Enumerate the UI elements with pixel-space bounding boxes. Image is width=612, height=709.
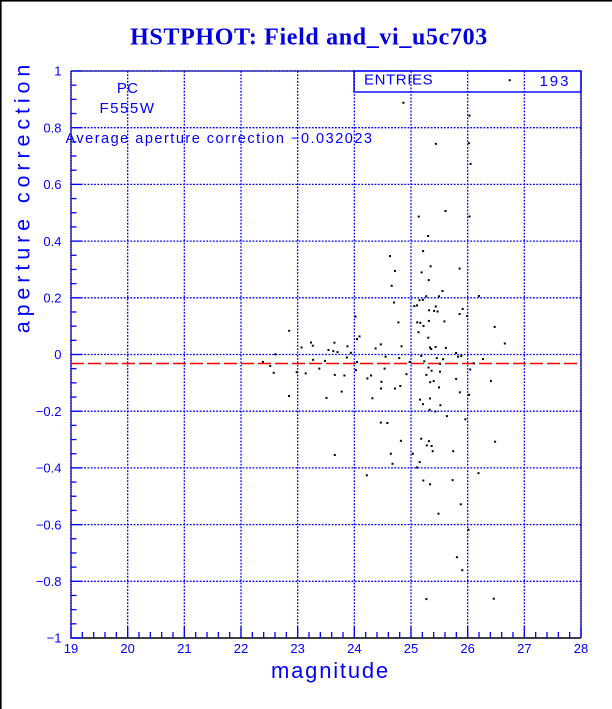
svg-text:23: 23 <box>290 641 304 656</box>
svg-text:20: 20 <box>120 641 134 656</box>
svg-text:25: 25 <box>404 641 418 656</box>
svg-text:HSTPHOT: Field and_vi_u5c703: HSTPHOT: Field and_vi_u5c703 <box>130 25 488 51</box>
svg-text:−0.6: −0.6 <box>36 517 62 532</box>
svg-text:ENTRIES: ENTRIES <box>364 72 433 89</box>
svg-text:193: 193 <box>539 73 570 90</box>
svg-text:28: 28 <box>574 641 588 656</box>
svg-text:magnitude: magnitude <box>271 658 390 683</box>
svg-text:Average aperture correction −0: Average aperture correction −0.032023 <box>66 131 374 147</box>
svg-text:0.8: 0.8 <box>43 120 61 135</box>
svg-text:0.6: 0.6 <box>43 177 61 192</box>
svg-text:26: 26 <box>460 641 474 656</box>
svg-text:PC: PC <box>117 80 138 97</box>
svg-text:24: 24 <box>347 641 361 656</box>
svg-text:F555W: F555W <box>99 100 155 117</box>
svg-text:19: 19 <box>64 641 78 656</box>
svg-text:−1: −1 <box>47 631 62 646</box>
svg-text:0: 0 <box>54 347 61 362</box>
svg-text:0.2: 0.2 <box>43 291 61 306</box>
svg-text:aperture correction: aperture correction <box>11 60 35 334</box>
svg-text:−0.8: −0.8 <box>36 574 62 589</box>
svg-text:−0.2: −0.2 <box>36 404 62 419</box>
svg-text:1: 1 <box>54 64 61 79</box>
svg-text:0.4: 0.4 <box>43 234 61 249</box>
svg-text:21: 21 <box>177 641 191 656</box>
svg-text:22: 22 <box>234 641 248 656</box>
svg-text:27: 27 <box>517 641 531 656</box>
svg-text:−0.4: −0.4 <box>36 461 62 476</box>
